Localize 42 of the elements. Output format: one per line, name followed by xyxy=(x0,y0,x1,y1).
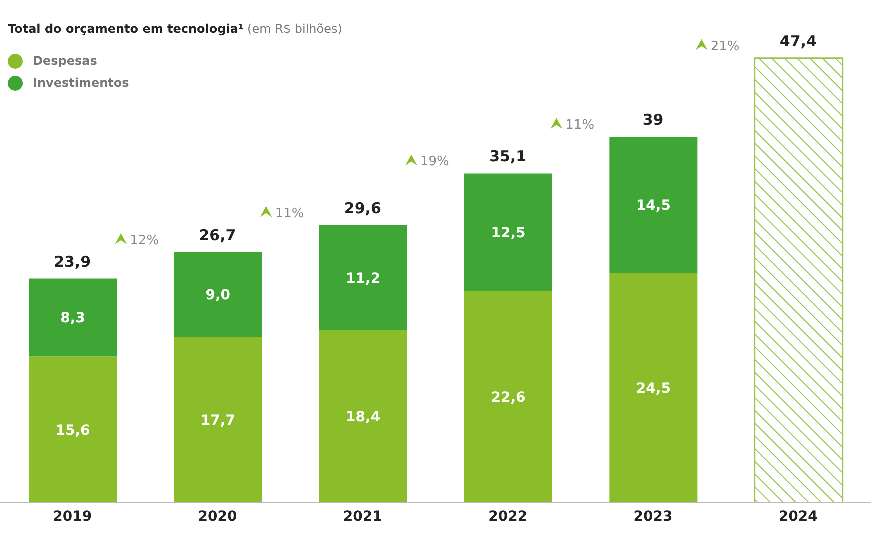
x-tick-label: 2024 xyxy=(778,508,818,525)
bar xyxy=(319,225,408,330)
data-label: 14,5 xyxy=(636,198,671,214)
x-tick-label: 2019 xyxy=(53,508,92,525)
bar xyxy=(464,174,552,291)
annotation: 11% xyxy=(566,118,595,134)
annotation: 11% xyxy=(275,206,304,222)
x-tick-label: 2022 xyxy=(488,508,528,525)
data-label: 8,3 xyxy=(60,310,86,327)
total-label: 39 xyxy=(642,111,664,130)
total-label: 26,7 xyxy=(199,226,236,245)
x-tick-label: 2020 xyxy=(198,508,238,525)
total-label: 29,6 xyxy=(344,199,382,218)
chart-subtitle: (em R$ bilhões) xyxy=(248,22,342,36)
total-label: 47,4 xyxy=(780,32,817,50)
bar xyxy=(610,273,698,503)
bar xyxy=(174,336,262,503)
data-label: 24,5 xyxy=(636,381,671,398)
data-label: 15,6 xyxy=(56,422,90,439)
bar xyxy=(319,330,408,503)
data-label: 17,7 xyxy=(200,412,236,429)
x-tick-label: 2023 xyxy=(634,508,673,525)
data-label: 9,0 xyxy=(206,288,231,304)
bar xyxy=(464,290,552,503)
legend-label: Despesas xyxy=(32,53,98,70)
annotation: 12% xyxy=(130,234,160,249)
x-tick-label: 2021 xyxy=(343,508,382,525)
data-label: 11,2 xyxy=(346,270,381,287)
chart-title: Total do orçamento em tecnologia¹ xyxy=(8,22,244,36)
bar xyxy=(29,356,117,503)
total-label: 23,9 xyxy=(54,252,92,271)
bar xyxy=(174,252,262,337)
bar xyxy=(29,278,117,357)
bar xyxy=(610,137,698,274)
bar xyxy=(754,58,844,503)
data-label: 18,4 xyxy=(346,410,381,426)
legend-label: Investimentos xyxy=(32,75,130,92)
annotation: 19% xyxy=(420,154,450,170)
text: 21% xyxy=(710,39,740,54)
data-label: 22,6 xyxy=(491,390,526,406)
data-label: 12,5 xyxy=(491,225,526,242)
total-label: 35,1 xyxy=(490,148,527,166)
